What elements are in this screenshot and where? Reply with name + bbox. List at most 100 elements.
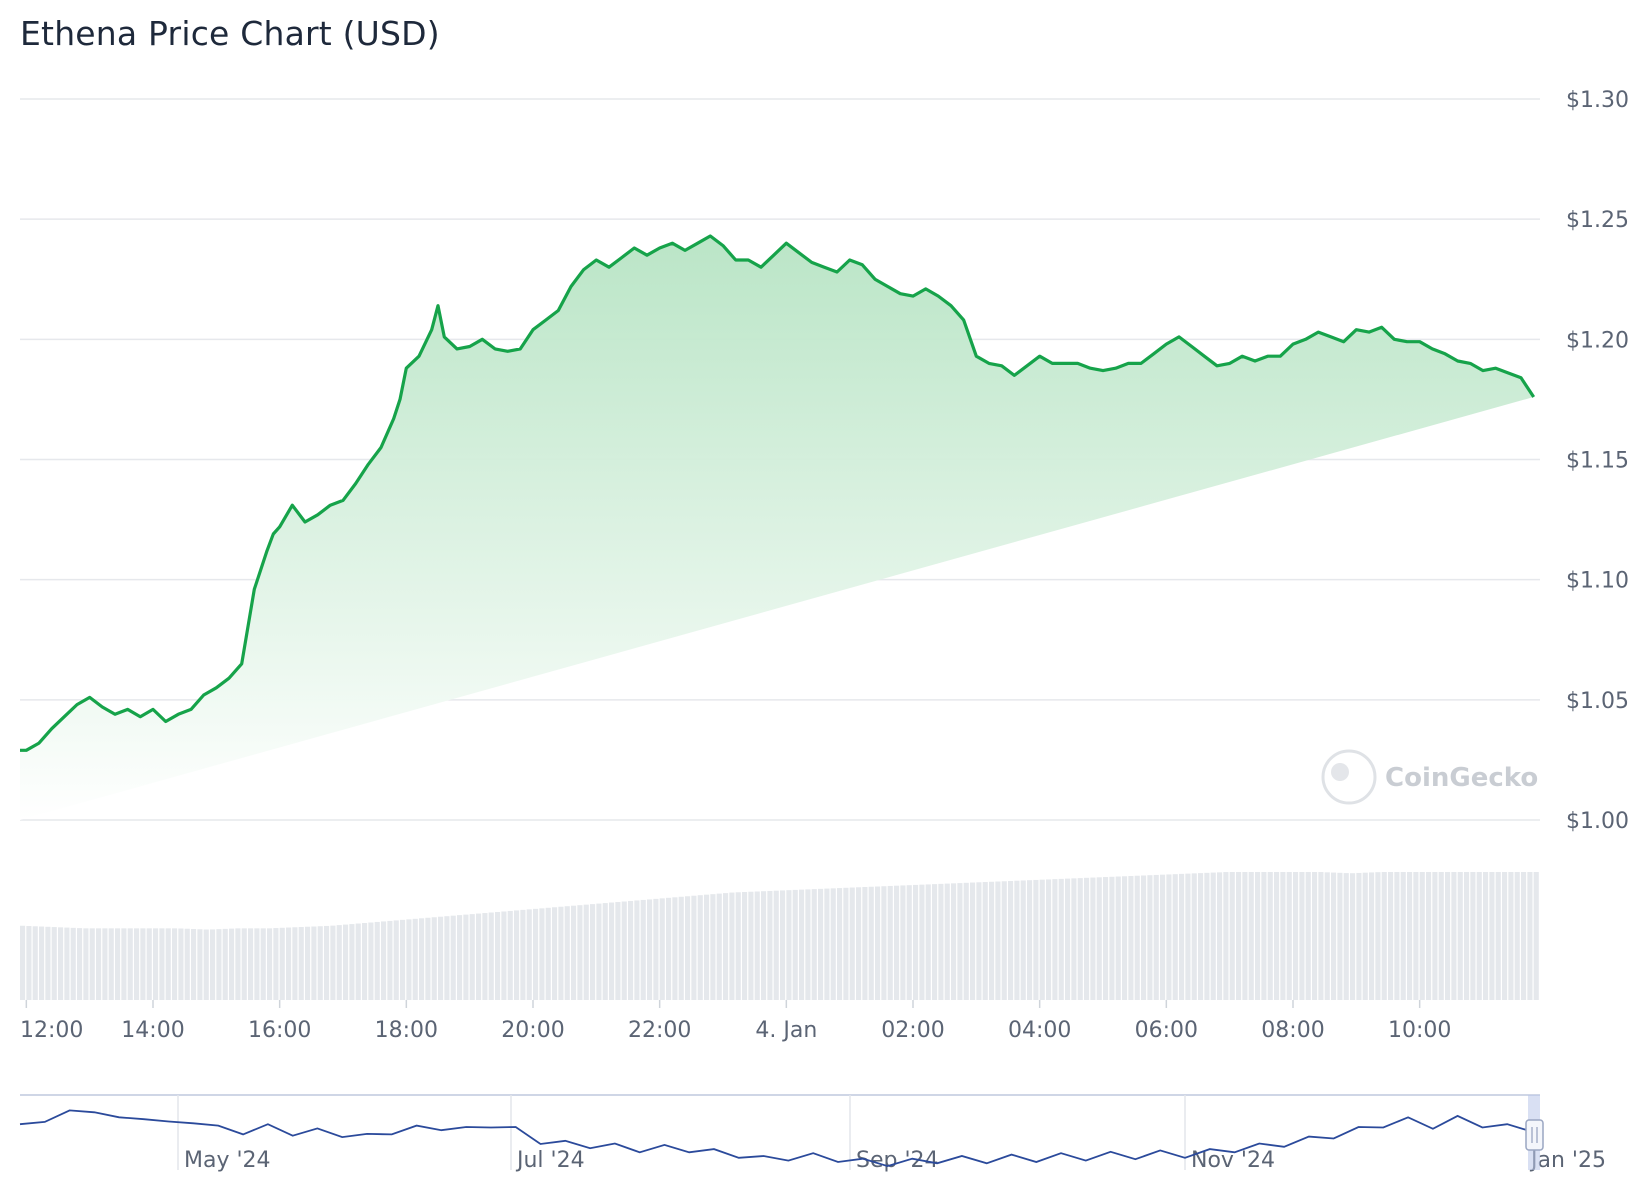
volume-bar <box>406 919 412 1000</box>
volume-bar <box>1400 872 1406 1000</box>
volume-bar <box>799 889 805 1000</box>
x-tick-label: 4. Jan <box>755 1018 817 1043</box>
volume-bar <box>311 926 317 1000</box>
volume-bar <box>488 912 494 1000</box>
volume-bar <box>989 881 995 1000</box>
volume-bar <box>1014 880 1020 1000</box>
volume-bar <box>1274 872 1280 1000</box>
volume-bar <box>463 914 469 1000</box>
volume-bar <box>134 928 140 1000</box>
volume-bar <box>210 929 216 1000</box>
volume-bar <box>400 919 406 1000</box>
x-tick-label: 16:00 <box>248 1018 311 1043</box>
x-tick-label: 10:00 <box>1388 1018 1451 1043</box>
volume-bar <box>1407 872 1413 1000</box>
volume-bar <box>615 902 621 1000</box>
volume-bar <box>1350 873 1356 1000</box>
volume-bar <box>577 905 583 1000</box>
volume-bar <box>691 895 697 1000</box>
volume-bar <box>229 928 235 1000</box>
volume-bar <box>1362 872 1368 1000</box>
volume-bar <box>1280 872 1286 1000</box>
x-tick-label: 02:00 <box>881 1018 944 1043</box>
navigator-handle[interactable] <box>1525 1119 1544 1151</box>
volume-bar <box>1204 872 1210 1000</box>
y-tick-label: $1.25 <box>1566 208 1629 233</box>
volume-bar <box>514 910 520 1000</box>
volume-bar <box>1305 872 1311 1000</box>
volume-bar <box>906 885 912 1000</box>
x-tick-label: 18:00 <box>375 1018 438 1043</box>
volume-bar <box>856 887 862 1000</box>
volume-bar <box>1027 880 1033 1000</box>
volume-bar <box>444 916 450 1000</box>
volume-bar <box>222 928 228 1000</box>
volume-bar <box>425 917 431 1000</box>
volume-bar <box>1198 873 1204 1000</box>
volume-bar <box>900 885 906 1000</box>
volume-bar <box>1166 874 1172 1000</box>
chart-title: Ethena Price Chart (USD) <box>20 14 440 53</box>
volume-bar <box>659 898 665 1000</box>
volume-bar <box>913 884 919 1000</box>
volume-bar <box>1394 872 1400 1000</box>
volume-bar <box>216 929 222 1000</box>
volume-bar <box>393 920 399 1000</box>
price-line[interactable] <box>20 234 1536 752</box>
volume-bar <box>951 883 957 1000</box>
volume-bar <box>349 924 355 1000</box>
navigator-tick-label: May '24 <box>184 1148 271 1173</box>
volume-bar <box>558 906 564 1000</box>
price-area-fill <box>20 236 1534 820</box>
volume-bar <box>1451 872 1457 1000</box>
volume-bar <box>178 928 184 1000</box>
volume-bar <box>1445 872 1451 1000</box>
y-tick-label: $1.05 <box>1566 689 1629 714</box>
volume-bar <box>552 907 558 1000</box>
volume-bar <box>621 901 627 1000</box>
volume-bar <box>1141 875 1147 1000</box>
volume-bar <box>127 928 133 1000</box>
y-tick-label: $1.20 <box>1566 328 1629 353</box>
volume-bar <box>419 918 425 1000</box>
volume-bar <box>742 892 748 1000</box>
volume-bar <box>887 885 893 1000</box>
volume-bar <box>146 928 152 1000</box>
volume-bar <box>862 887 868 1000</box>
volume-bar <box>925 884 931 1000</box>
volume-bar <box>716 893 722 1000</box>
volume-bar <box>1533 872 1539 1000</box>
navigator-line <box>19 1109 1533 1168</box>
volume-bar <box>64 927 70 1000</box>
volume-bar <box>1312 872 1318 1000</box>
volume-bar <box>83 928 89 1000</box>
volume-bar <box>1324 872 1330 1000</box>
volume-bar <box>1527 872 1533 1000</box>
volume-bar <box>1008 880 1014 1000</box>
volume-bar <box>653 898 659 1000</box>
volume-bar <box>1489 872 1495 1000</box>
volume-bar <box>1388 872 1394 1000</box>
volume-bar <box>362 923 368 1000</box>
volume-bar <box>165 928 171 1000</box>
volume-bar <box>647 899 653 1000</box>
volume-bar <box>564 906 570 1000</box>
volume-bar <box>938 883 944 1000</box>
volume-bar <box>868 886 874 1000</box>
volume-bar <box>501 911 507 1000</box>
volume-bar <box>894 885 900 1000</box>
gecko-eye-icon <box>1331 763 1349 781</box>
volume-bar <box>780 890 786 1000</box>
volume-bar <box>1514 872 1520 1000</box>
volume-bar <box>121 928 127 1000</box>
volume-bar <box>1375 872 1381 1000</box>
volume-bar <box>1255 872 1261 1000</box>
volume-bar <box>336 925 342 1000</box>
navigator[interactable]: May '24 Jul '24 Sep '24 Nov '24 Jan '25 <box>19 1094 1606 1173</box>
volume-bar <box>20 925 26 1000</box>
volume-bar <box>748 891 754 1000</box>
volume-bar <box>77 928 83 1000</box>
volume-bar <box>843 887 849 1000</box>
volume-bar <box>70 927 76 1000</box>
volume-bar <box>970 882 976 1000</box>
